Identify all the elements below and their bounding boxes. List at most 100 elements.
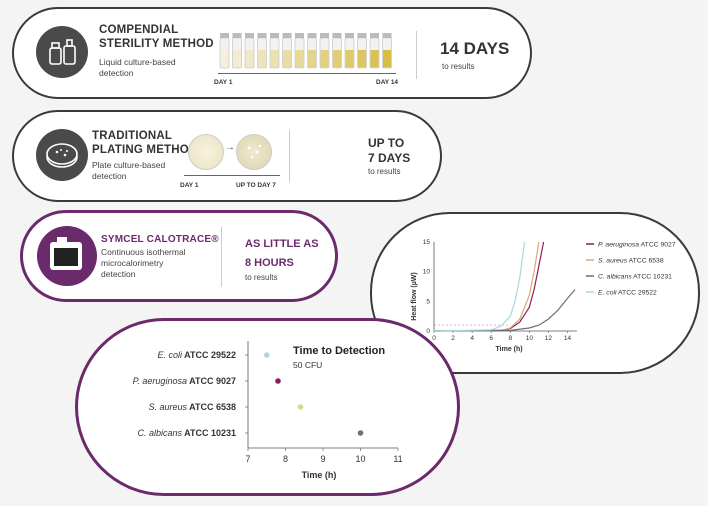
x-tick-label: 10 [355, 454, 365, 464]
plating-day-start: DAY 1 [180, 182, 199, 189]
calotrace-panel: SYMCEL CALOTRACE® Continuous isothermal … [20, 210, 338, 302]
legend-entry: C. albicans ATCC 10231 [598, 274, 672, 281]
heat-flow-panel: 0 2 4 6 8 10 12 14 0 5 10 15 Time (h) Heat flow (µW) P… [370, 212, 700, 374]
time-to-detection-chart: 7 8 9 10 11 Time (h) Time to Detection 50 CFU E.… [133, 341, 403, 480]
category-label: P. aeruginosa ATCC 9027 [133, 376, 236, 386]
vial-liquid [220, 50, 229, 68]
vial-cap [270, 33, 279, 38]
y-axis-label: Heat flow (µW) [411, 272, 418, 320]
data-point [263, 352, 270, 358]
compendial-timeline [218, 73, 396, 74]
plate-day7-image [236, 134, 272, 170]
vial-liquid [358, 50, 366, 68]
vial-cap [357, 33, 367, 38]
calotrace-subtitle: Continuous isothermal microcalorimetry d… [101, 247, 186, 279]
chart-subtitle: 50 CFU [293, 360, 322, 370]
compendial-panel: COMPENDIAL STERILITY METHOD Liquid cultu… [12, 7, 532, 99]
instrument-icon [37, 226, 97, 286]
vial-cap [257, 33, 267, 38]
legend-entry: S. aureus ATCC 6538 [598, 258, 664, 265]
plating-title: TRADITIONAL PLATING METHOD [92, 130, 198, 156]
category-label: S. aureus ATCC 6538 [148, 402, 236, 412]
plating-result: UP TO 7 DAYS [368, 136, 411, 165]
vial-liquid [295, 50, 304, 68]
vial-liquid [233, 50, 241, 68]
calotrace-divider [221, 227, 222, 287]
data-point [297, 404, 304, 410]
calotrace-title: SYMCEL CALOTRACE® [101, 234, 219, 245]
vial-cap [345, 33, 354, 38]
vial-bottle-icon [36, 26, 88, 78]
vial-cap [282, 33, 292, 38]
plating-divider [289, 130, 290, 182]
petri-dish-icon [36, 129, 88, 181]
plate-day1-image [188, 134, 224, 170]
compendial-divider [416, 31, 417, 79]
legend-entry: P. aeruginosa ATCC 9027 [598, 242, 676, 249]
x-tick-label: 14 [564, 335, 572, 342]
calotrace-result: AS LITTLE AS 8 HOURS [245, 238, 319, 269]
y-tick-label: 0 [426, 328, 430, 335]
compendial-result: 14 DAYS [440, 39, 510, 58]
y-tick-label: 5 [426, 298, 430, 305]
x-tick-label: 12 [545, 335, 553, 342]
compendial-title: COMPENDIAL STERILITY METHOD [99, 24, 214, 50]
x-tick-label: 10 [526, 335, 534, 342]
data-point [275, 378, 281, 384]
vial-liquid [245, 50, 254, 68]
vial-liquid [370, 50, 379, 68]
x-tick-label: 8 [508, 335, 512, 342]
vial-cap [332, 33, 342, 38]
compendial-day-start: DAY 1 [214, 79, 233, 86]
vial-row [219, 33, 392, 69]
vial-liquid [320, 50, 329, 68]
plating-timeline [184, 175, 280, 176]
vial-cap [382, 33, 392, 38]
heat-flow-chart: 0 2 4 6 8 10 12 14 0 5 10 15 Time (h) Heat flow (µW) P… [411, 239, 676, 353]
x-tick-label: 6 [489, 335, 493, 342]
calotrace-result-sub: to results [245, 273, 278, 282]
vial-liquid [283, 50, 291, 68]
data-point [357, 430, 364, 436]
x-tick-label: 2 [451, 335, 455, 342]
compendial-day-end: DAY 14 [376, 79, 399, 86]
vial-liquid [333, 50, 341, 68]
series-line [433, 289, 576, 332]
vial-cap [320, 33, 329, 38]
category-label: E. coli ATCC 29522 [157, 350, 236, 360]
x-tick-label: 11 [393, 454, 402, 464]
vial-cap [370, 33, 379, 38]
y-tick-label: 15 [423, 239, 431, 246]
vial-cap [307, 33, 317, 38]
x-tick-label: 0 [432, 335, 436, 342]
plating-result-sub: to results [368, 167, 401, 176]
x-axis-label: Time (h) [302, 470, 337, 480]
x-tick-label: 9 [320, 454, 325, 464]
y-tick-label: 10 [423, 269, 431, 276]
vial-liquid [345, 50, 354, 68]
x-axis-label: Time (h) [496, 346, 523, 353]
time-to-detection-panel: 7 8 9 10 11 Time (h) Time to Detection 50 CFU E.… [75, 318, 460, 496]
series-line [433, 241, 545, 332]
compendial-result-sub: to results [442, 62, 475, 71]
series-line [433, 241, 526, 332]
vial-liquid [383, 50, 391, 68]
plating-subtitle: Plate culture-based detection [92, 160, 166, 181]
vial-cap [220, 33, 229, 38]
chart-title: Time to Detection [293, 345, 385, 357]
vial-cap [295, 33, 304, 38]
x-tick-label: 7 [245, 454, 250, 464]
vial-liquid [308, 50, 316, 68]
x-tick-label: 4 [470, 335, 474, 342]
vial-cap [232, 33, 242, 38]
vial-cap [245, 33, 254, 38]
legend-entry: E. coli ATCC 29522 [598, 290, 657, 297]
vial-liquid [258, 50, 266, 68]
vial-liquid [270, 50, 279, 68]
x-tick-label: 8 [283, 454, 288, 464]
plating-panel: TRADITIONAL PLATING METHOD Plate culture… [12, 110, 442, 202]
arrow-icon: → [225, 142, 235, 153]
plating-day-end: UP TO DAY 7 [236, 182, 276, 189]
category-label: C. albicans ATCC 10231 [137, 428, 236, 438]
compendial-subtitle: Liquid culture-based detection [99, 57, 176, 78]
